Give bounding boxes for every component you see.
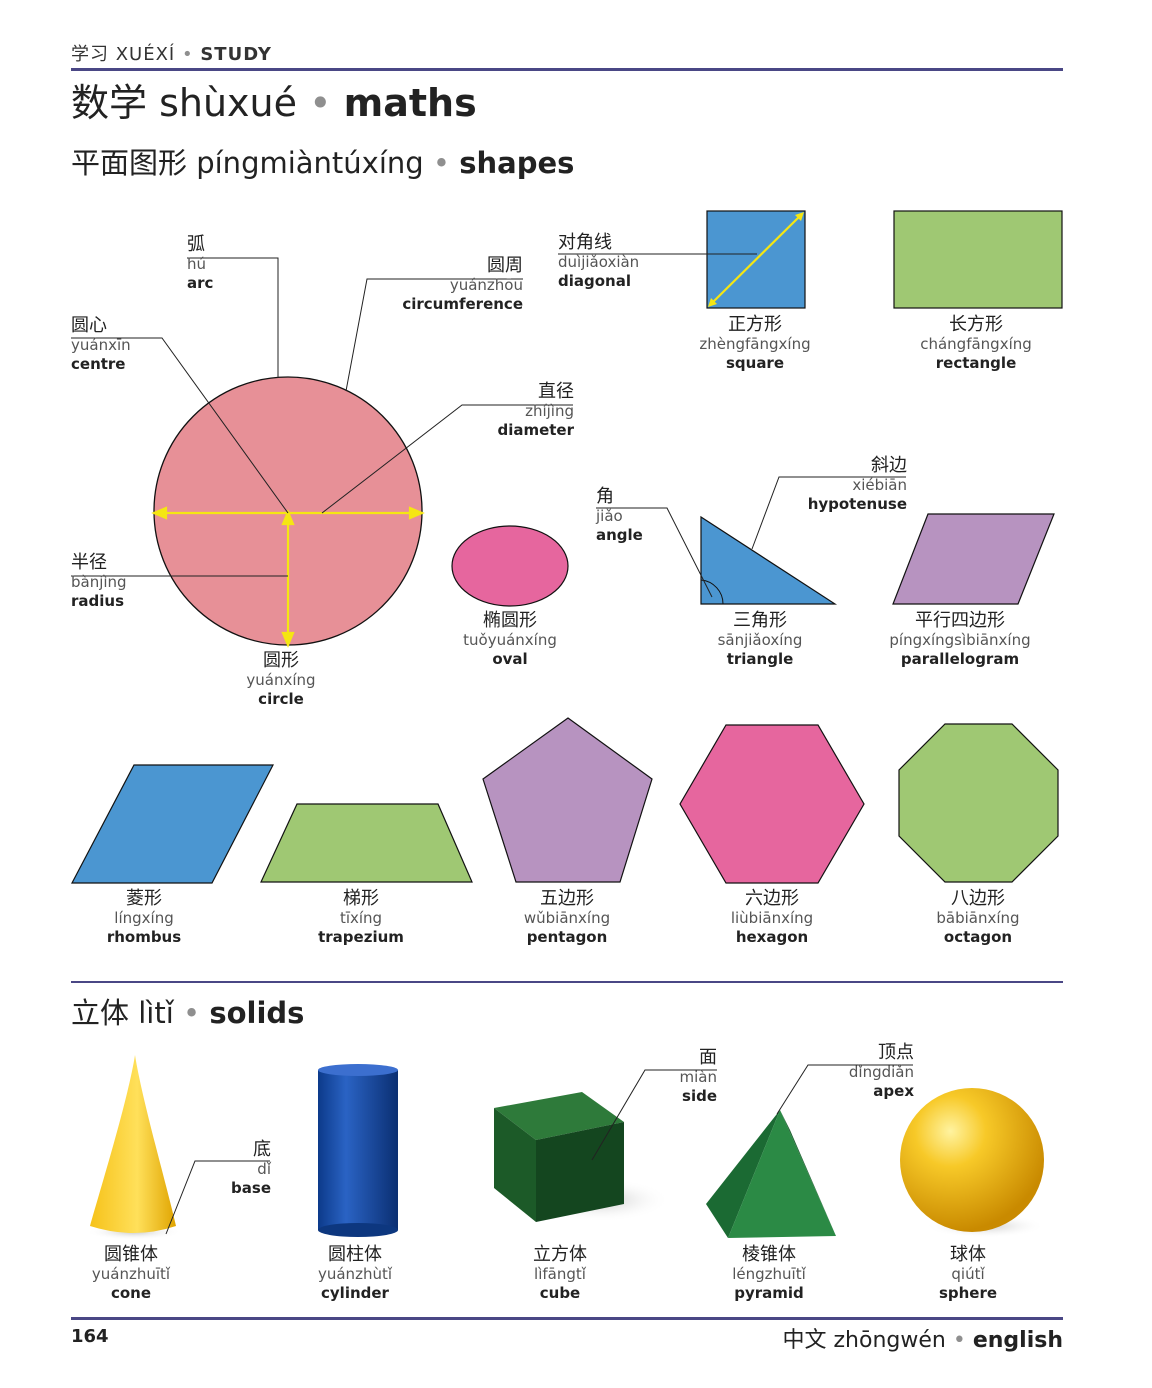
label-hexagon: 六边形 liùbiānxíng hexagon	[730, 888, 814, 946]
hexagon-shape	[679, 724, 865, 884]
octagon-shape	[898, 723, 1059, 883]
label-pentagon: 五边形 wǔbiānxíng pentagon	[523, 888, 611, 946]
label-rectangle: 长方形 chángfāngxíng rectangle	[920, 314, 1032, 372]
rhombus-shape	[71, 764, 274, 884]
solids-heading-zh: 立体 lìtǐ	[71, 996, 174, 1030]
breadcrumb-en: STUDY	[200, 44, 272, 65]
square-shape	[558, 210, 806, 309]
footer-en: english	[972, 1328, 1063, 1353]
label-cube: 立方体 lìfāngtǐ cube	[533, 1244, 587, 1302]
label-octagon: 八边形 bābiānxíng octagon	[936, 888, 1020, 946]
oval-shape	[451, 525, 569, 607]
label-cylinder: 圆柱体 yuánzhùtǐ cylinder	[317, 1244, 393, 1302]
pyramid-solid	[706, 1064, 913, 1238]
separator-dot: •	[952, 1328, 966, 1353]
separator-dot: •	[181, 44, 194, 65]
cone-solid	[86, 1055, 270, 1240]
rectangle-shape	[893, 210, 1063, 309]
label-diameter: 直径 zhíjìng diameter	[497, 381, 574, 439]
label-trapezium: 梯形 tīxíng trapezium	[318, 888, 404, 946]
label-arc: 弧 hú arc	[187, 234, 214, 292]
bottom-rule	[71, 1317, 1063, 1320]
breadcrumb-zh: 学习 XUÉXÍ	[71, 44, 176, 65]
label-hypotenuse: 斜边 xiébiān hypotenuse	[807, 455, 907, 513]
label-pyramid: 棱锥体 léngzhuītǐ pyramid	[732, 1244, 806, 1302]
cylinder-solid	[318, 1064, 398, 1237]
label-radius: 半径 bànjìng radius	[71, 552, 127, 610]
label-base: 底 dǐ base	[231, 1139, 271, 1197]
label-square: 正方形 zhèngfāngxíng square	[699, 314, 811, 372]
shapes-heading-en: shapes	[459, 146, 575, 180]
label-angle: 角 jiǎo angle	[596, 486, 643, 544]
section-rule	[71, 981, 1063, 983]
label-side: 面 miàn side	[679, 1047, 717, 1105]
circle-shape	[71, 257, 573, 648]
trapezium-shape	[260, 803, 473, 883]
label-sphere: 球体 qiútǐ sphere	[938, 1244, 998, 1302]
title-zh: 数学 shùxué	[71, 81, 297, 125]
label-rhombus: 菱形 língxíng rhombus	[106, 888, 182, 946]
footer-zh: 中文 zhōngwén	[782, 1328, 946, 1353]
separator-dot: •	[432, 146, 451, 180]
top-rule	[71, 68, 1063, 71]
label-circumference: 圆周 yuánzhōu circumference	[402, 255, 523, 313]
page-number: 164	[71, 1326, 109, 1347]
label-centre: 圆心 yuánxīn centre	[71, 315, 131, 373]
shapes-heading: 平面图形 píngmiàntúxíng • shapes	[71, 140, 574, 182]
title-en: maths	[343, 81, 477, 125]
footer-language: 中文 zhōngwén • english	[783, 1322, 1063, 1354]
breadcrumb: 学习 XUÉXÍ • STUDY	[71, 40, 272, 66]
label-oval: 椭圆形 tuǒyuánxíng oval	[463, 610, 557, 668]
page-title: 数学 shùxué • maths	[71, 72, 477, 127]
parallelogram-shape	[892, 513, 1055, 605]
label-apex: 顶点 dǐngdiǎn apex	[848, 1042, 914, 1100]
label-diagonal: 对角线 duìjiǎoxiàn diagonal	[558, 232, 640, 290]
cube-solid	[494, 1069, 717, 1222]
triangle-shape	[596, 476, 906, 605]
solids-heading-en: solids	[209, 996, 305, 1030]
sphere-solid	[900, 1088, 1045, 1238]
label-triangle: 三角形 sānjiǎoxíng triangle	[717, 610, 803, 668]
label-circle: 圆形 yuánxíng circle	[246, 650, 316, 708]
label-parallelogram: 平行四边形 píngxíngsìbiānxíng parallelogram	[889, 610, 1031, 668]
shapes-heading-zh: 平面图形 píngmiàntúxíng	[71, 146, 424, 180]
separator-dot: •	[309, 81, 332, 125]
pentagon-shape	[482, 717, 653, 883]
separator-dot: •	[182, 996, 201, 1030]
label-cone: 圆锥体 yuánzhuītǐ cone	[91, 1244, 171, 1302]
solids-heading: 立体 lìtǐ • solids	[71, 990, 304, 1032]
